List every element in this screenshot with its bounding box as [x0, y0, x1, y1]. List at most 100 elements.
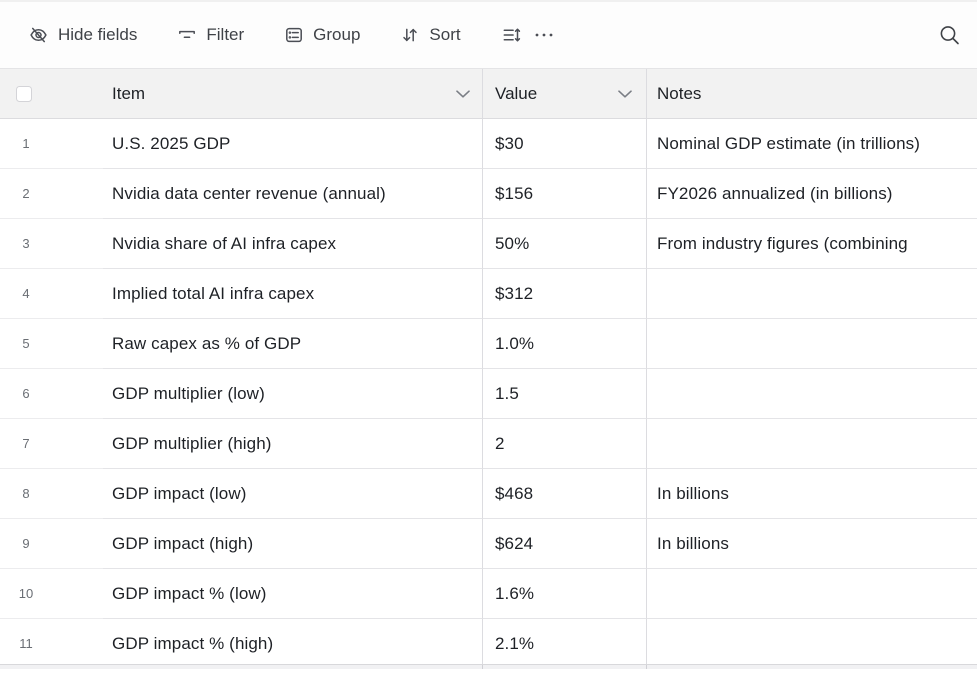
more-options-button[interactable] [533, 25, 555, 45]
row-height-button[interactable] [501, 25, 522, 45]
row-number: 4 [22, 286, 30, 301]
row-number-cell[interactable]: 11 [0, 619, 103, 669]
rows-container: 1 U.S. 2025 GDP $30 Nominal GDP estimate… [0, 119, 977, 669]
notes-cell[interactable] [646, 419, 977, 469]
group-icon [286, 27, 303, 43]
column-header-notes[interactable]: Notes [646, 69, 977, 118]
chevron-down-icon[interactable] [618, 89, 632, 98]
notes-cell[interactable] [646, 569, 977, 619]
value-cell[interactable]: $468 [482, 469, 646, 519]
ellipsis-icon [535, 33, 552, 37]
value-text: 50% [495, 233, 530, 253]
item-cell[interactable]: GDP impact % (high) [103, 619, 482, 669]
notes-text: From industry figures (combining [657, 233, 908, 253]
table-row[interactable]: 8 GDP impact (low) $468 In billions [0, 469, 977, 519]
value-cell[interactable]: $30 [482, 119, 646, 169]
table-row[interactable]: 11 GDP impact % (high) 2.1% [0, 619, 977, 669]
value-cell[interactable]: 2.1% [482, 619, 646, 669]
item-cell[interactable]: U.S. 2025 GDP [103, 119, 482, 169]
notes-text: FY2026 annualized (in billions) [657, 183, 893, 203]
item-text: GDP multiplier (high) [112, 433, 272, 453]
item-text: GDP impact (high) [112, 533, 254, 553]
value-cell[interactable]: 1.6% [482, 569, 646, 619]
row-number: 3 [22, 236, 30, 251]
item-cell[interactable]: Nvidia data center revenue (annual) [103, 169, 482, 219]
row-number-cell[interactable]: 6 [0, 369, 103, 419]
group-button[interactable]: Group [284, 25, 360, 45]
view-toolbar: Hide fields Filter Group [0, 2, 977, 69]
filter-button[interactable]: Filter [177, 25, 244, 45]
table-row[interactable]: 5 Raw capex as % of GDP 1.0% [0, 319, 977, 369]
select-all-checkbox[interactable] [16, 85, 32, 102]
notes-cell[interactable]: Nominal GDP estimate (in trillions) [646, 119, 977, 169]
item-text: Nvidia share of AI infra capex [112, 233, 337, 253]
item-cell[interactable]: Implied total AI infra capex [103, 269, 482, 319]
notes-cell[interactable] [646, 369, 977, 419]
value-cell[interactable]: $624 [482, 519, 646, 569]
row-number-cell[interactable]: 7 [0, 419, 103, 469]
table-row[interactable]: 6 GDP multiplier (low) 1.5 [0, 369, 977, 419]
column-header-label: Item [112, 83, 146, 103]
value-text: $156 [495, 183, 534, 203]
value-cell[interactable]: 50% [482, 219, 646, 269]
item-cell[interactable]: GDP impact (low) [103, 469, 482, 519]
row-number: 10 [18, 586, 34, 601]
chevron-down-icon[interactable] [456, 89, 470, 98]
hide-fields-button[interactable]: Hide fields [28, 25, 137, 45]
value-cell[interactable]: 1.5 [482, 369, 646, 419]
table-row[interactable]: 9 GDP impact (high) $624 In billions [0, 519, 977, 569]
value-cell[interactable]: $312 [482, 269, 646, 319]
item-cell[interactable]: Raw capex as % of GDP [103, 319, 482, 369]
row-number-cell[interactable]: 2 [0, 169, 103, 219]
table-row[interactable]: 3 Nvidia share of AI infra capex 50% Fro… [0, 219, 977, 269]
row-number: 8 [22, 486, 30, 501]
table-row[interactable]: 10 GDP impact % (low) 1.6% [0, 569, 977, 619]
value-cell[interactable]: 1.0% [482, 319, 646, 369]
notes-cell[interactable]: In billions [646, 469, 977, 519]
value-text: 1.5 [495, 383, 519, 403]
row-number-cell[interactable]: 3 [0, 219, 103, 269]
column-header-value[interactable]: Value [482, 69, 646, 118]
item-text: U.S. 2025 GDP [112, 133, 231, 153]
value-cell[interactable]: 2 [482, 419, 646, 469]
notes-cell[interactable] [646, 269, 977, 319]
item-cell[interactable]: GDP multiplier (low) [103, 369, 482, 419]
item-text: Raw capex as % of GDP [112, 333, 302, 353]
table-row[interactable]: 1 U.S. 2025 GDP $30 Nominal GDP estimate… [0, 119, 977, 169]
value-cell[interactable]: $156 [482, 169, 646, 219]
row-number-cell[interactable]: 9 [0, 519, 103, 569]
row-number-cell[interactable]: 10 [0, 569, 103, 619]
header-row: Item Value Notes [0, 69, 977, 119]
notes-cell[interactable]: FY2026 annualized (in billions) [646, 169, 977, 219]
table-row[interactable]: 7 GDP multiplier (high) 2 [0, 419, 977, 469]
item-cell[interactable]: GDP impact (high) [103, 519, 482, 569]
item-text: GDP impact % (low) [112, 583, 267, 603]
row-height-icon [503, 28, 520, 42]
search-button[interactable] [938, 24, 961, 47]
row-number-cell[interactable]: 8 [0, 469, 103, 519]
sort-button[interactable]: Sort [400, 25, 461, 45]
item-cell[interactable]: GDP multiplier (high) [103, 419, 482, 469]
item-text: Nvidia data center revenue (annual) [112, 183, 386, 203]
row-number: 9 [22, 536, 30, 551]
data-grid: Item Value Notes 1 U.S. 2025 GDP $30 Nom… [0, 69, 977, 669]
row-number: 7 [22, 436, 30, 451]
notes-cell[interactable]: In billions [646, 519, 977, 569]
table-row[interactable]: 4 Implied total AI infra capex $312 [0, 269, 977, 319]
row-number: 11 [19, 636, 33, 651]
row-number-cell[interactable]: 1 [0, 119, 103, 169]
column-header-item[interactable]: Item [103, 69, 482, 118]
hide-fields-label: Hide fields [58, 25, 138, 44]
table-row[interactable]: 2 Nvidia data center revenue (annual) $1… [0, 169, 977, 219]
notes-cell[interactable] [646, 619, 977, 669]
notes-text: Nominal GDP estimate (in trillions) [657, 133, 920, 153]
row-number-cell[interactable]: 5 [0, 319, 103, 369]
notes-cell[interactable] [646, 319, 977, 369]
item-cell[interactable]: Nvidia share of AI infra capex [103, 219, 482, 269]
notes-cell[interactable]: From industry figures (combining [646, 219, 977, 269]
item-text: Implied total AI infra capex [112, 283, 315, 303]
filter-icon [179, 30, 196, 38]
sort-icon [403, 28, 418, 42]
row-number-cell[interactable]: 4 [0, 269, 103, 319]
item-cell[interactable]: GDP impact % (low) [103, 569, 482, 619]
